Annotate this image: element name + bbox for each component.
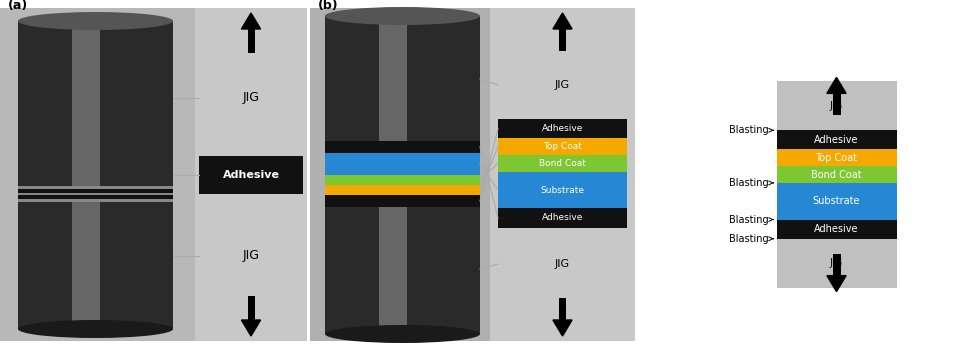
Bar: [498, 51, 627, 119]
Text: Blasting: Blasting: [729, 125, 769, 135]
Polygon shape: [553, 13, 572, 29]
Bar: [325, 185, 480, 195]
Text: Substrate: Substrate: [812, 196, 860, 206]
Bar: [833, 94, 841, 116]
Text: (a): (a): [8, 0, 28, 12]
Text: JIG: JIG: [555, 80, 570, 90]
Bar: [72, 21, 100, 329]
Text: Blasting: Blasting: [729, 234, 769, 244]
Polygon shape: [241, 13, 261, 29]
Text: Substrate: Substrate: [540, 186, 585, 194]
Polygon shape: [553, 320, 572, 336]
Bar: [199, 58, 303, 138]
Bar: [776, 220, 896, 239]
Bar: [498, 172, 627, 208]
Text: JIG: JIG: [242, 91, 260, 104]
Text: JIG: JIG: [242, 250, 260, 262]
Text: Bond Coat: Bond Coat: [811, 170, 862, 179]
Bar: [0, 8, 195, 341]
Bar: [559, 298, 566, 320]
Bar: [325, 16, 480, 334]
Bar: [18, 186, 173, 202]
Bar: [776, 166, 896, 183]
Bar: [776, 130, 896, 149]
Text: Blasting: Blasting: [729, 215, 769, 224]
Bar: [776, 81, 896, 130]
Bar: [498, 155, 627, 172]
Polygon shape: [827, 77, 847, 94]
Bar: [325, 195, 480, 207]
Bar: [498, 119, 627, 138]
Bar: [195, 8, 307, 341]
Text: Adhesive: Adhesive: [814, 224, 859, 234]
Bar: [18, 21, 173, 329]
Bar: [18, 189, 173, 193]
Bar: [247, 29, 255, 53]
Bar: [199, 156, 303, 193]
Text: JIG: JIG: [830, 101, 844, 111]
Bar: [498, 138, 627, 155]
Text: Bond Coat: Bond Coat: [539, 159, 586, 168]
Bar: [776, 239, 896, 288]
Bar: [325, 141, 480, 153]
Text: (b): (b): [318, 0, 339, 12]
Bar: [325, 175, 480, 185]
Text: Adhesive: Adhesive: [542, 214, 583, 222]
Text: Top Coat: Top Coat: [543, 142, 582, 151]
Text: Adhesive: Adhesive: [814, 135, 859, 145]
Polygon shape: [827, 276, 847, 292]
Ellipse shape: [18, 12, 173, 30]
Text: Blasting: Blasting: [729, 178, 769, 188]
Text: JIG: JIG: [830, 258, 844, 268]
Ellipse shape: [325, 325, 480, 343]
Text: Adhesive: Adhesive: [542, 124, 583, 133]
Ellipse shape: [325, 7, 480, 25]
Bar: [18, 195, 173, 199]
Text: Adhesive: Adhesive: [223, 170, 279, 179]
Bar: [559, 29, 566, 51]
Polygon shape: [241, 320, 261, 336]
Bar: [379, 16, 407, 334]
Bar: [776, 183, 896, 220]
Bar: [833, 254, 841, 276]
Text: JIG: JIG: [555, 259, 570, 269]
Bar: [199, 216, 303, 296]
Text: Top Coat: Top Coat: [815, 153, 857, 163]
Bar: [498, 230, 627, 298]
Bar: [310, 8, 490, 341]
Bar: [776, 149, 896, 166]
Bar: [325, 153, 480, 175]
Bar: [498, 208, 627, 228]
Ellipse shape: [18, 320, 173, 338]
Bar: [247, 296, 255, 320]
Bar: [490, 8, 635, 341]
